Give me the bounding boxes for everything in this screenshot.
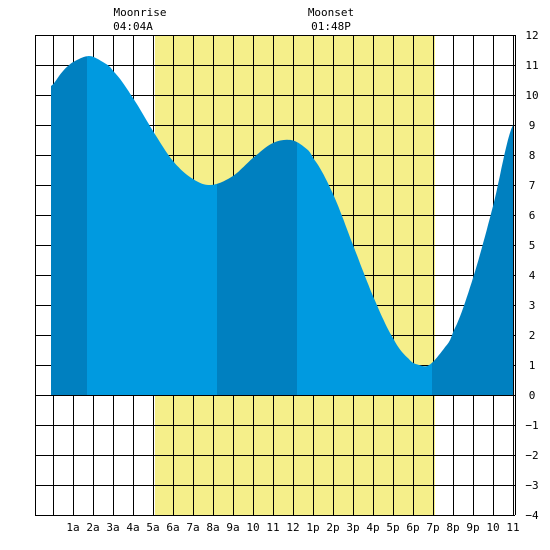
x-tick-label: 4p [366, 521, 379, 534]
x-tick-label: 6a [166, 521, 179, 534]
x-tick-label: 10 [246, 521, 259, 534]
x-tick-label: 11 [266, 521, 279, 534]
y-tick-label: 2 [529, 329, 536, 342]
moonset-time: 01:48P [311, 20, 351, 33]
x-tick-label: 1p [306, 521, 319, 534]
x-tick-label: 8p [446, 521, 459, 534]
y-tick-label: 6 [529, 209, 536, 222]
axis-layer: 1a 2a 3a 4a 5a 6a 7a 8a 9a 10 11 12 1p 2p 3p 4p 5p 6p 7p 8p… [66, 29, 539, 534]
y-tick-label: −1 [525, 419, 538, 432]
tide-area-dark [51, 56, 87, 395]
x-tick-label: 9a [226, 521, 239, 534]
x-tick-label: 10 [486, 521, 499, 534]
x-tick-label: 3p [346, 521, 359, 534]
tide-layer [51, 56, 513, 395]
y-tick-label: 10 [525, 89, 538, 102]
moonrise-time: 04:04A [113, 20, 153, 33]
x-tick-label: 2a [86, 521, 99, 534]
x-tick-label: 2p [326, 521, 339, 534]
x-tick-label: 1a [66, 521, 79, 534]
y-tick-label: −2 [525, 449, 538, 462]
moonrise-label: Moonrise [114, 6, 167, 19]
tide-area-light [297, 142, 432, 395]
x-tick-label: 5a [146, 521, 159, 534]
y-tick-label: −4 [525, 509, 539, 522]
y-tick-label: 7 [529, 179, 536, 192]
tide-area-light [87, 56, 217, 395]
y-tick-label: −3 [525, 479, 538, 492]
x-tick-label: 7p [426, 521, 439, 534]
x-tick-label: 7a [186, 521, 199, 534]
y-tick-label: 3 [529, 299, 536, 312]
x-tick-label: 9p [466, 521, 479, 534]
x-tick-label: 6p [406, 521, 419, 534]
x-tick-label: 4a [126, 521, 139, 534]
y-tick-label: 11 [525, 59, 538, 72]
y-tick-label: 4 [529, 269, 536, 282]
y-tick-label: 9 [529, 119, 536, 132]
y-tick-label: 5 [529, 239, 536, 252]
x-tick-label: 11 [506, 521, 519, 534]
y-tick-label: 12 [525, 29, 538, 42]
y-tick-label: 1 [529, 359, 536, 372]
x-tick-label: 12 [286, 521, 299, 534]
moonset-label: Moonset [308, 6, 354, 19]
tide-area-dark [217, 139, 297, 395]
x-tick-label: 3a [106, 521, 119, 534]
y-tick-label: 8 [529, 149, 536, 162]
tide-area-dark [432, 125, 513, 395]
x-tick-label: 5p [386, 521, 399, 534]
x-tick-label: 8a [206, 521, 219, 534]
y-tick-label: 0 [529, 389, 536, 402]
